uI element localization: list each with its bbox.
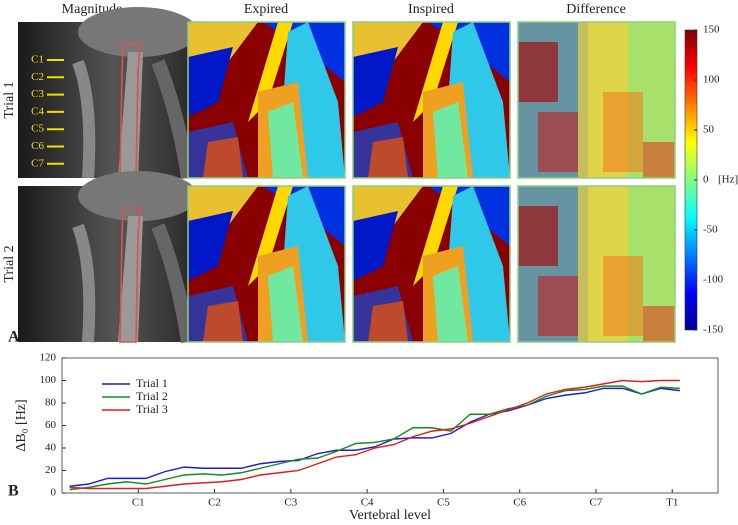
line-series: [69, 385, 680, 491]
colorbar-tick-label: 150: [703, 24, 720, 36]
panel-label: B: [8, 483, 19, 500]
frames: [187, 21, 676, 343]
magnitude-image: [18, 171, 198, 342]
x-tick-label: C6: [513, 497, 526, 509]
colorbar-tick-label: 50: [703, 124, 715, 136]
fieldmap-image: [188, 186, 345, 342]
panel-label: A: [8, 329, 20, 346]
legend-label: Trial 2: [136, 389, 168, 403]
colorbar-unit: [Hz]: [718, 174, 738, 186]
column-title: Difference: [566, 2, 626, 17]
x-tick-label: C3: [284, 497, 297, 509]
y-tick-label: 120: [40, 352, 57, 364]
line-series: [69, 387, 680, 487]
line-series: [69, 379, 680, 490]
y-tick-label: 20: [45, 464, 57, 476]
legend-label: Trial 1: [136, 376, 168, 390]
colorbar-tick-label: 0: [703, 174, 709, 186]
colorbar-tick-label: 100: [703, 74, 720, 86]
column-title: Inspired: [408, 2, 454, 17]
x-tick-label: C7: [590, 497, 603, 509]
y-tick-label: 100: [40, 374, 57, 386]
x-tick-label: C4: [361, 497, 374, 509]
y-tick-label: 0: [51, 487, 57, 499]
colorbar-tick-label: -150: [703, 324, 724, 336]
legend-label: Trial 3: [136, 402, 168, 416]
x-tick-label: T1: [666, 497, 678, 509]
vertebra-label: C4: [31, 105, 44, 117]
y-tick-label: 80: [45, 397, 57, 409]
y-tick-label: 40: [45, 442, 57, 454]
x-tick-label: C1: [132, 497, 145, 509]
vertebra-label: C7: [31, 157, 44, 169]
panel-a: Magnitude Expired Inspired Difference Tr…: [2, 2, 738, 345]
difference-image: [518, 22, 675, 178]
x-tick-label: C5: [437, 497, 450, 509]
fieldmap-image: [353, 22, 510, 178]
colorbar-ticks: 150 100 50 0 [Hz] -50 -100 -150: [694, 24, 738, 336]
row-title: Trial 2: [2, 245, 17, 282]
panel-b: 0 20 40 60 80 100 120 C1 C2 C3 C4 C5 C6 C7 T1 Vertebral…: [8, 352, 719, 523]
column-title: Expired: [244, 2, 288, 17]
vertebra-label: C1: [31, 54, 44, 66]
row-title: Trial 1: [2, 81, 17, 118]
y-axis-label: ΔB₀ [Hz]: [14, 399, 29, 451]
vertebra-labels: C1 C2 C3 C4 C5 C6 C7: [31, 54, 64, 169]
difference-image: [518, 186, 675, 342]
vertebra-label: C6: [31, 140, 44, 152]
x-tick-label: C2: [208, 497, 221, 509]
vertebra-label: C3: [31, 88, 44, 100]
fieldmap-image: [188, 22, 345, 178]
magnitude-image: [18, 7, 198, 178]
vertebra-label: C5: [31, 123, 44, 135]
colorbar-tick-label: -50: [703, 224, 718, 236]
x-axis-label: Vertebral level: [349, 508, 431, 523]
y-tick-label: 60: [45, 419, 57, 431]
colorbar-tick-label: -100: [703, 274, 724, 286]
vertebra-label: C2: [31, 71, 44, 83]
fieldmap-image: [353, 186, 510, 342]
